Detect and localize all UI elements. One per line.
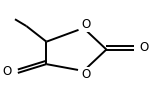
- Text: O: O: [139, 41, 148, 54]
- Text: O: O: [82, 68, 91, 81]
- Text: O: O: [3, 65, 12, 78]
- Text: O: O: [82, 18, 91, 31]
